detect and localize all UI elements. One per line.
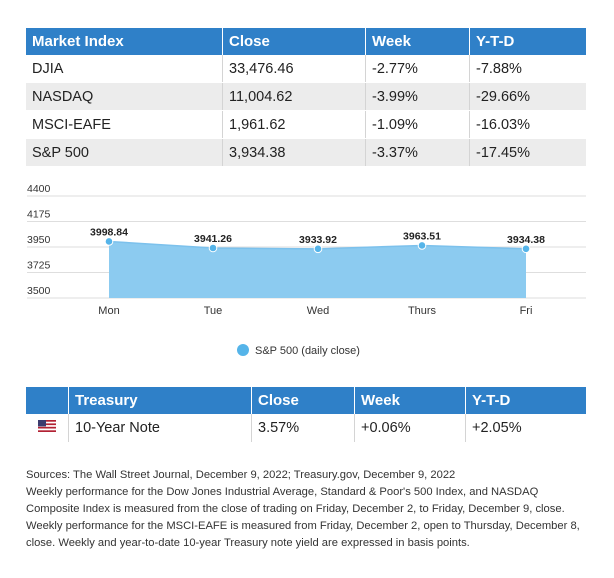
index-week: -3.99%	[365, 82, 470, 111]
header-week: Week	[365, 28, 470, 55]
us-flag-icon	[38, 420, 56, 432]
index-name: NASDAQ	[26, 82, 223, 111]
index-week: -3.37%	[365, 138, 470, 167]
index-close: 33,476.46	[222, 55, 366, 83]
market-index-table: Market Index Close Week Y-T-D DJIA 33,47…	[26, 28, 586, 167]
data-point	[104, 237, 114, 246]
table-row: DJIA 33,476.46 -2.77% -7.88%	[26, 55, 586, 83]
data-point	[313, 244, 323, 254]
x-tick-label: Mon	[98, 305, 119, 317]
data-label: 3933.92	[299, 234, 337, 246]
x-tick-label: Tue	[204, 305, 223, 317]
header-market-index: Market Index	[26, 28, 223, 55]
header-flag	[26, 387, 69, 414]
index-ytd: -16.03%	[469, 110, 586, 139]
data-point	[521, 244, 531, 254]
header-week: Week	[354, 387, 466, 414]
flag-cell	[26, 414, 69, 442]
x-tick-label: Thurs	[408, 305, 437, 317]
data-label: 3941.26	[194, 233, 232, 245]
index-ytd: -17.45%	[469, 138, 586, 167]
area-fill	[109, 241, 526, 298]
index-ytd: -7.88%	[469, 55, 586, 83]
sources-note: Sources: The Wall Street Journal, Decemb…	[26, 469, 456, 481]
x-tick-label: Fri	[520, 305, 533, 317]
treasury-table-header: Treasury Close Week Y-T-D	[26, 387, 586, 414]
header-ytd: Y-T-D	[469, 28, 586, 55]
y-tick-label: 3500	[27, 285, 51, 297]
data-point	[208, 243, 218, 253]
y-tick-label: 4400	[27, 183, 51, 195]
index-close: 3,934.38	[222, 138, 366, 167]
footnotes: Sources: The Wall Street Journal, Decemb…	[26, 467, 592, 552]
table-row: NASDAQ 11,004.62 -3.99% -29.66%	[26, 82, 586, 111]
x-tick-label: Wed	[307, 305, 329, 317]
treasury-close: 3.57%	[251, 414, 355, 442]
index-week: -1.09%	[365, 110, 470, 139]
header-ytd: Y-T-D	[465, 387, 586, 414]
legend-marker	[237, 344, 249, 356]
data-label: 3934.38	[507, 234, 545, 246]
header-treasury: Treasury	[68, 387, 252, 414]
index-close: 1,961.62	[222, 110, 366, 139]
index-close: 11,004.62	[222, 82, 366, 111]
methodology-note: Weekly performance for the Dow Jones Ind…	[26, 486, 580, 549]
y-tick-label: 3950	[27, 234, 51, 246]
treasury-week: +0.06%	[354, 414, 466, 442]
treasury-table: Treasury Close Week Y-T-D 10-Year Note 3…	[26, 387, 586, 442]
y-tick-label: 4175	[27, 209, 51, 221]
data-label: 3963.51	[403, 230, 441, 242]
header-close: Close	[222, 28, 366, 55]
legend-label: S&P 500 (daily close)	[255, 345, 360, 357]
index-name: DJIA	[26, 55, 223, 83]
table-row: S&P 500 3,934.38 -3.37% -17.45%	[26, 138, 586, 167]
table-row: MSCI-EAFE 1,961.62 -1.09% -16.03%	[26, 110, 586, 139]
market-table-header: Market Index Close Week Y-T-D	[26, 28, 586, 55]
index-name: MSCI-EAFE	[26, 110, 223, 139]
table-row: 10-Year Note 3.57% +0.06% +2.05%	[26, 414, 586, 442]
header-close: Close	[251, 387, 355, 414]
y-tick-label: 3725	[27, 260, 51, 272]
index-week: -2.77%	[365, 55, 470, 83]
treasury-name: 10-Year Note	[68, 414, 252, 442]
sp500-area-chart: 4400 4175 3950 3725 3500 3998.84 3941.26 3933.9…	[27, 183, 586, 357]
treasury-ytd: +2.05%	[472, 420, 522, 436]
data-label: 3998.84	[90, 226, 128, 238]
index-ytd: -29.66%	[469, 82, 586, 111]
index-name: S&P 500	[26, 138, 223, 167]
data-point	[417, 241, 427, 250]
